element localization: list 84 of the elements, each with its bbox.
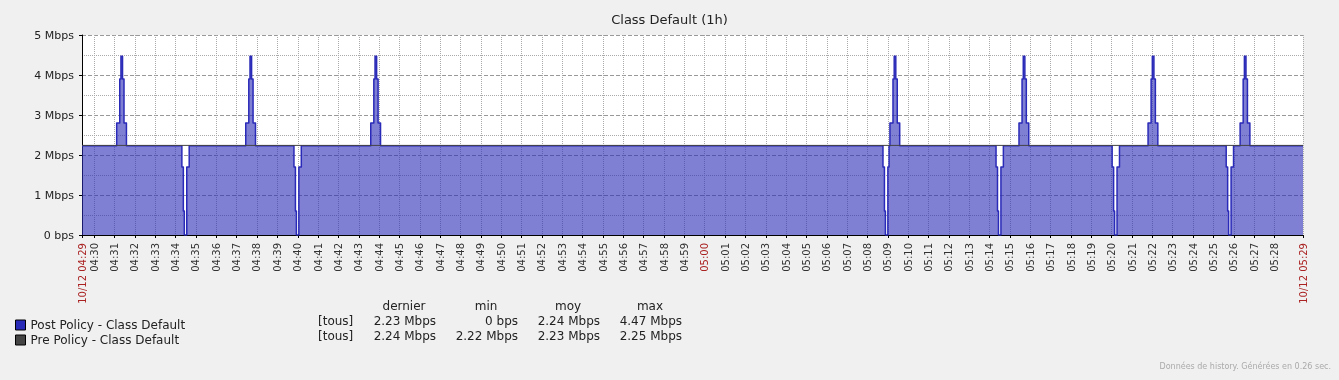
x-tick-label: 05:12: [943, 243, 955, 272]
x-tick-label: 05:02: [739, 243, 751, 272]
x-tick-label: 04:33: [149, 243, 161, 272]
x-tick-label: 05:16: [1024, 243, 1036, 272]
x-tick-label: 05:15: [1004, 243, 1016, 272]
x-tick-label: 05:13: [963, 243, 975, 272]
text: 2.23 Mbps: [537, 329, 600, 343]
x-tick-label: 05:19: [1085, 243, 1097, 272]
x-tick-label: 10/12 04:29: [76, 243, 88, 304]
text: dernier: [382, 299, 426, 313]
x-tick-label: 05:05: [800, 243, 812, 272]
x-tick-label: 05:06: [821, 243, 833, 272]
x-tick-label: 05:09: [882, 243, 894, 272]
text: [tous]: [318, 314, 354, 328]
x-tick-label: 05:04: [780, 243, 792, 272]
x-tick-label: 05:21: [1126, 243, 1138, 272]
y-tick-label: 0 bps: [43, 228, 75, 242]
x-tick-label: 10/12 05:29: [1297, 243, 1309, 304]
text: 2.25 Mbps: [619, 329, 682, 343]
x-tick-label: 05:20: [1106, 243, 1118, 272]
x-tick-label: 04:49: [475, 243, 487, 272]
y-tick-label: 5 Mbps: [34, 28, 75, 42]
x-tick-label: 04:31: [109, 243, 121, 272]
x-tick-label: 05:22: [1146, 243, 1158, 272]
x-tick-label: 04:41: [312, 243, 324, 272]
x-tick-label: 04:43: [353, 243, 365, 272]
x-tick-label: 04:35: [190, 243, 202, 272]
x-tick-label: 04:37: [231, 243, 243, 272]
x-tick-label: 04:45: [393, 243, 405, 272]
x-tick-label: 04:42: [332, 243, 344, 272]
x-tick-label: 05:11: [923, 243, 935, 272]
text: 2.22 Mbps: [455, 329, 518, 343]
text: 2.24 Mbps: [537, 314, 600, 328]
y-tick-label: 1 Mbps: [34, 188, 75, 202]
text: moy: [554, 299, 582, 313]
text: [tous]: [318, 329, 354, 343]
x-tick-label: 04:32: [129, 243, 141, 272]
legend-label: Pre Policy - Class Default: [30, 333, 180, 347]
text: min: [474, 299, 498, 313]
x-tick-label: 04:40: [292, 243, 304, 272]
y-tick-label: 4 Mbps: [34, 68, 75, 82]
x-tick-label: 04:44: [373, 243, 385, 272]
x-tick-label: 04:36: [210, 243, 222, 272]
x-tick-label: 04:58: [658, 243, 670, 272]
x-tick-label: 04:50: [495, 243, 507, 272]
x-tick-label: 04:46: [414, 243, 426, 272]
x-tick-label: 04:53: [556, 243, 568, 272]
x-tick-label: 05:07: [841, 243, 853, 272]
x-tick-label: 04:52: [536, 243, 548, 272]
x-tick-label: 05:10: [902, 243, 914, 272]
x-tick-label: 05:18: [1065, 243, 1077, 272]
x-tick-label: 05:26: [1228, 243, 1240, 272]
x-tick-label: 05:24: [1187, 243, 1199, 272]
x-tick-label: 05:14: [984, 243, 996, 272]
x-tick-label: 04:54: [577, 243, 589, 272]
x-tick-label: 05:17: [1045, 243, 1057, 272]
x-tick-label: 04:59: [678, 243, 690, 272]
x-tick-label: 04:30: [88, 243, 100, 272]
text: 2.24 Mbps: [373, 329, 436, 343]
x-tick-label: 04:51: [516, 243, 528, 272]
x-tick-label: 05:00: [699, 243, 711, 272]
text: 4.47 Mbps: [619, 314, 682, 328]
x-tick-label: 04:47: [434, 243, 446, 272]
x-tick-label: 05:28: [1269, 243, 1281, 272]
x-tick-label: 05:23: [1167, 243, 1179, 272]
x-tick-label: 05:01: [719, 243, 731, 272]
text: 0 bps: [485, 314, 518, 328]
x-tick-label: 04:34: [170, 243, 182, 272]
chart-title: Class Default (1h): [611, 12, 728, 27]
x-tick-label: 05:08: [861, 243, 873, 272]
x-tick-label: 04:39: [271, 243, 283, 272]
text: 2.23 Mbps: [373, 314, 436, 328]
x-tick-label: 05:25: [1208, 243, 1219, 272]
y-tick-label: 2 Mbps: [34, 148, 75, 162]
x-tick-label: 04:55: [597, 243, 609, 272]
x-tick-label: 04:38: [251, 243, 263, 272]
x-tick-label: 04:56: [617, 243, 629, 272]
x-tick-label: 05:03: [760, 243, 772, 272]
text: max: [636, 299, 664, 313]
x-tick-label: 05:27: [1248, 243, 1260, 272]
x-tick-label: 04:48: [455, 243, 467, 272]
y-tick-label: 3 Mbps: [34, 108, 75, 122]
x-tick-label: 04:57: [638, 243, 650, 272]
legend-label: Post Policy - Class Default: [30, 318, 186, 332]
